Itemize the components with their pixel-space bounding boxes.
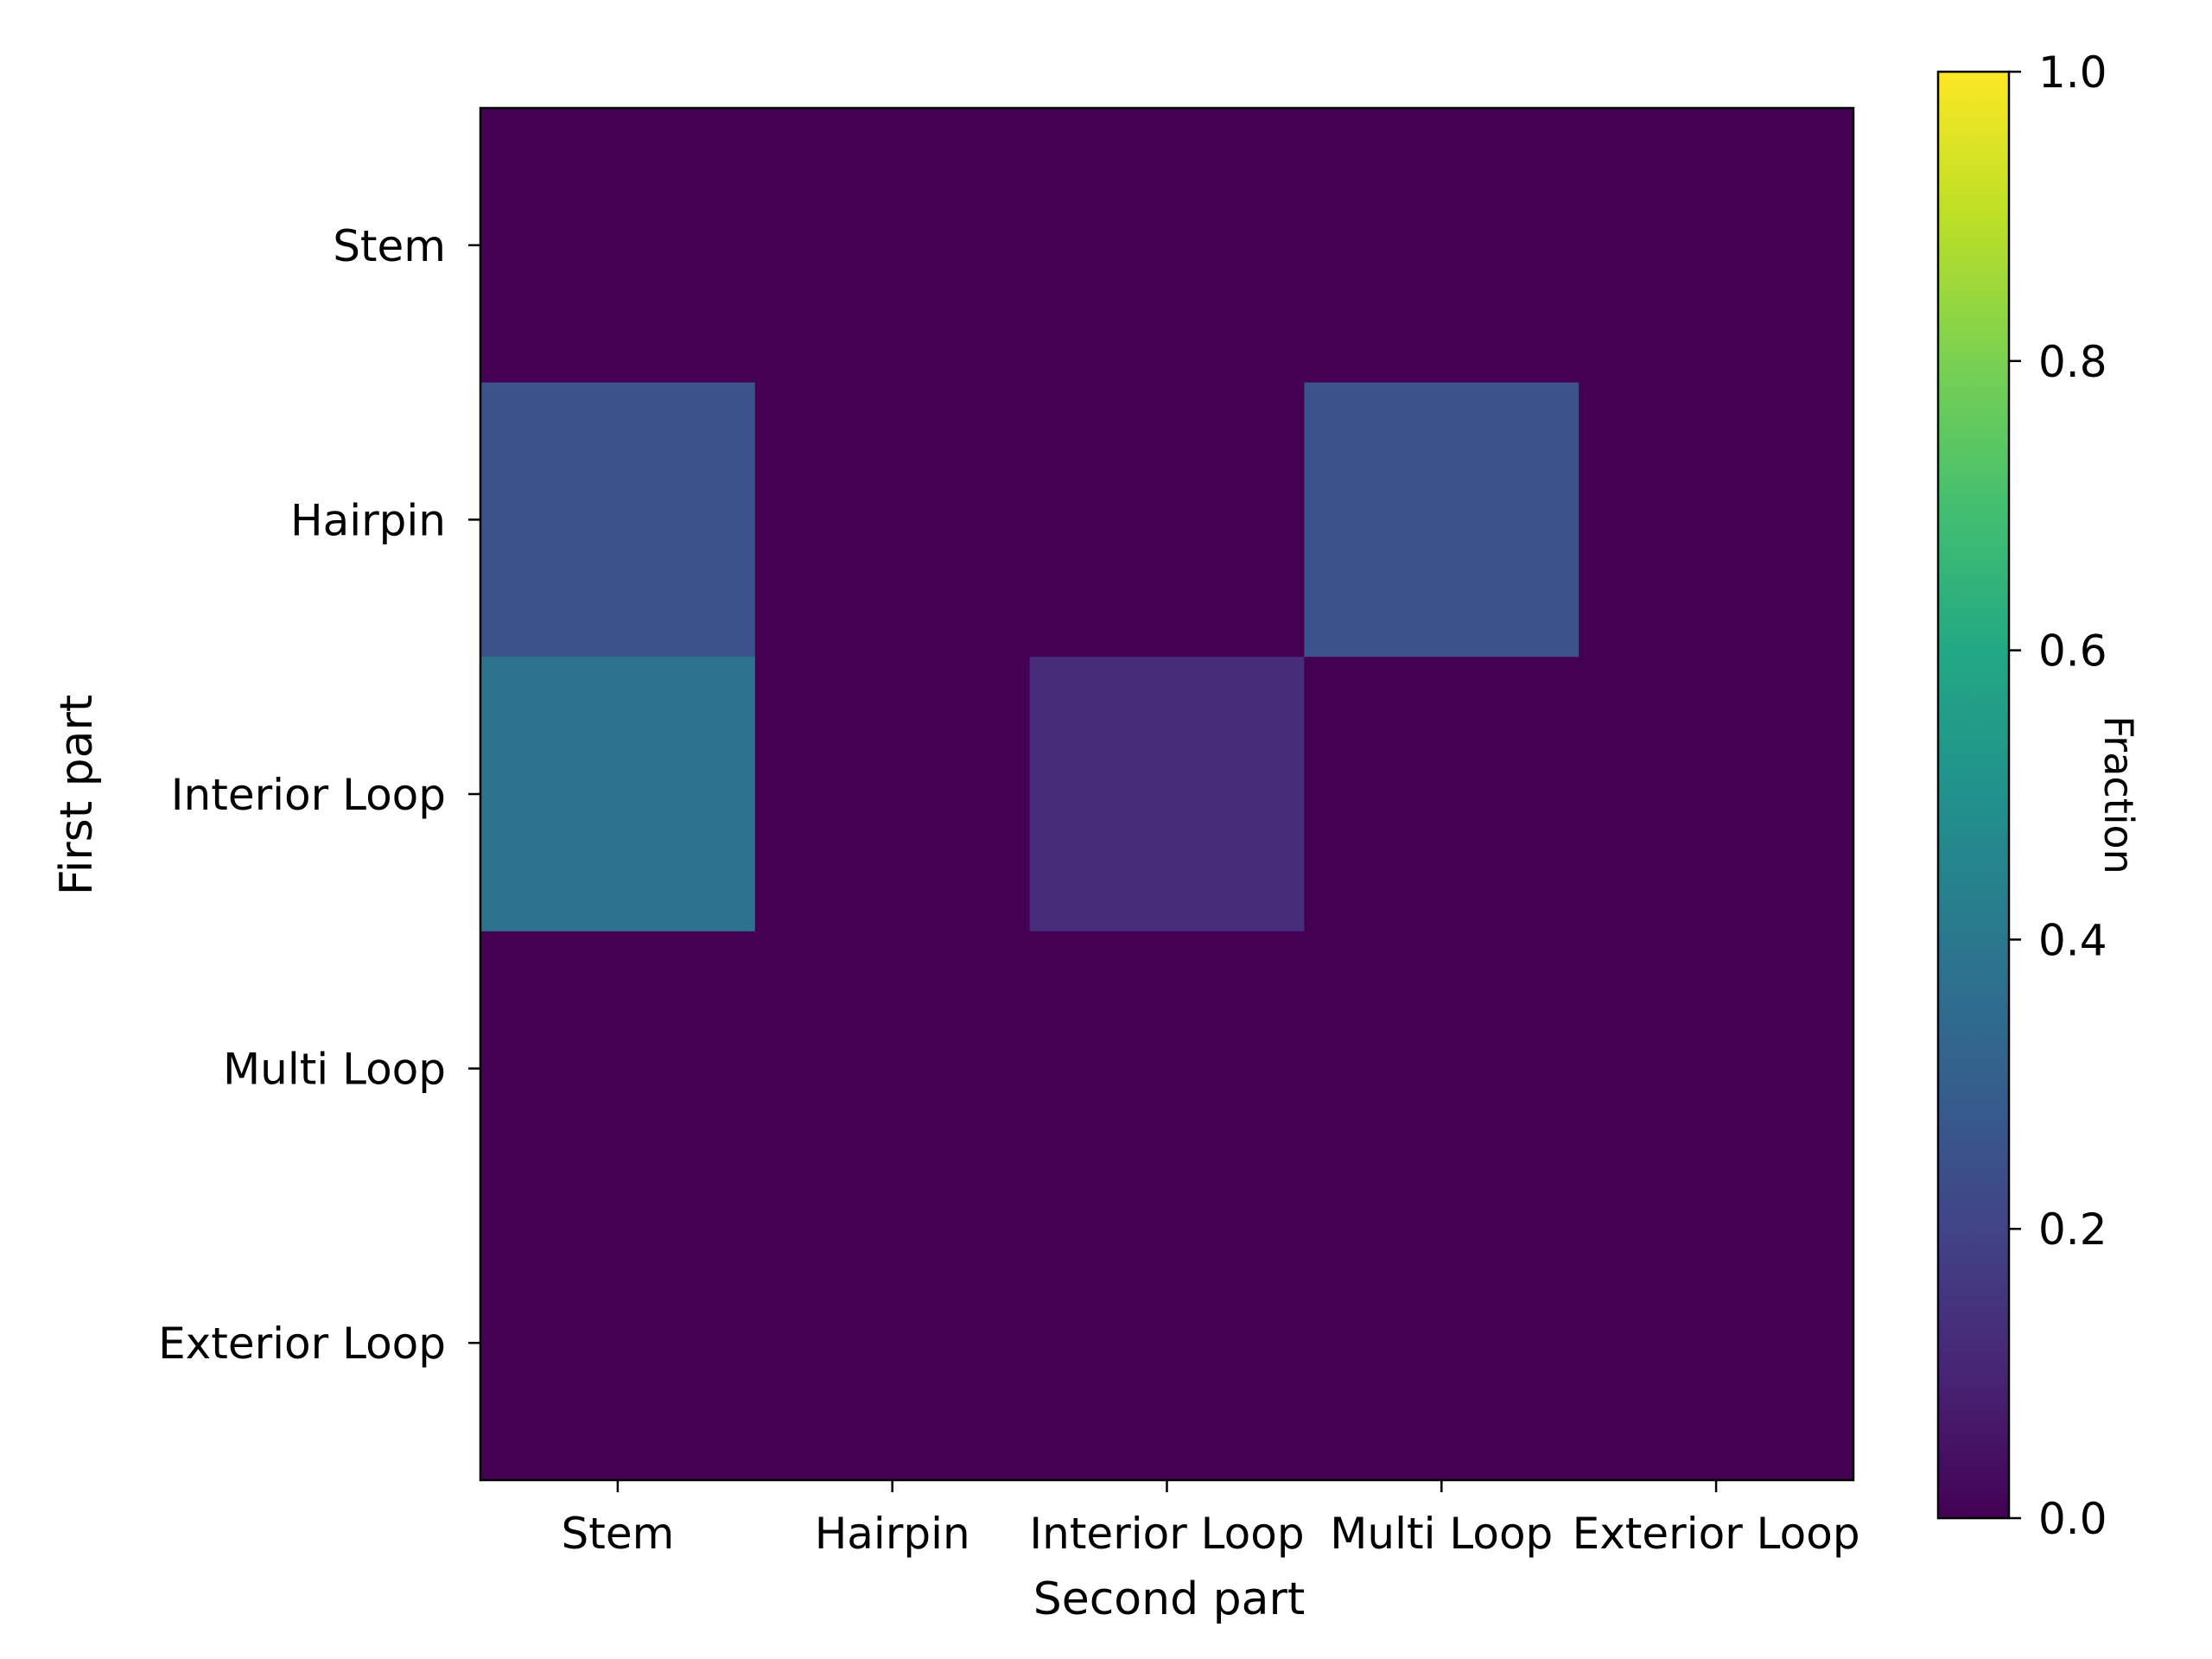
y-tick-label-4: Exterior Loop — [158, 1319, 446, 1369]
heatmap-cell-3-2 — [1029, 931, 1305, 1206]
heatmap-cell-4-2 — [1029, 1205, 1305, 1481]
x-tick-label-2: Interior Loop — [1029, 1509, 1304, 1559]
x-tick-label-1: Hairpin — [815, 1509, 970, 1559]
heatmap-cell-4-1 — [754, 1205, 1031, 1481]
heatmap-cell-1-0 — [480, 382, 756, 658]
heatmap-cell-2-0 — [480, 657, 756, 932]
heatmap-cell-4-4 — [1579, 1205, 1854, 1481]
heatmap-cell-4-3 — [1304, 1205, 1580, 1481]
colorbar-tick-label-5: 1.0 — [2038, 48, 2107, 98]
x-tick-label-4: Exterior Loop — [1573, 1509, 1860, 1559]
heatmap-cell-3-1 — [754, 931, 1031, 1206]
heatmap-cell-2-4 — [1579, 657, 1854, 932]
heatmap-cell-1-4 — [1579, 382, 1854, 658]
y-axis: Stem Hairpin Interior Loop Multi Loop Exteri… — [158, 221, 480, 1369]
colorbar-tick-label-3: 0.6 — [2038, 626, 2107, 677]
y-tick-label-3: Multi Loop — [223, 1045, 446, 1095]
colorbar-label: Fraction — [2095, 715, 2142, 874]
colorbar-tick-label-1: 0.2 — [2038, 1205, 2107, 1255]
heatmap-cell-0-1 — [754, 108, 1031, 384]
heatmap-cell-0-4 — [1579, 108, 1854, 384]
heatmap-cell-4-0 — [480, 1205, 756, 1481]
colorbar-tick-label-4: 0.8 — [2038, 337, 2107, 387]
x-axis: Stem Hairpin Interior Loop Multi Loop Exteri… — [561, 1480, 1860, 1559]
x-axis-label: Second part — [1033, 1573, 1306, 1625]
heatmap-cell-3-0 — [480, 931, 756, 1206]
heatmap-cell-0-2 — [1029, 108, 1305, 384]
heatmap-cell-2-2 — [1029, 657, 1305, 932]
heatmap-cell-3-3 — [1304, 931, 1580, 1206]
colorbar-tick-label-2: 0.4 — [2038, 915, 2107, 965]
colorbar-tick-label-0: 0.0 — [2038, 1494, 2107, 1544]
y-tick-label-2: Interior Loop — [171, 770, 446, 820]
x-tick-label-3: Multi Loop — [1330, 1509, 1553, 1559]
y-axis-label: First part — [51, 695, 103, 896]
x-tick-label-0: Stem — [561, 1509, 674, 1559]
colorbar: 0.0 0.2 0.4 0.6 0.8 1.0 — [1936, 48, 2107, 1544]
heatmap-cell-1-3 — [1304, 382, 1580, 658]
heatmap-cell-1-1 — [754, 382, 1031, 658]
heatmap-cell-3-4 — [1579, 931, 1854, 1206]
y-tick-label-0: Stem — [333, 221, 446, 271]
heatmap-cell-1-2 — [1029, 382, 1305, 658]
heatmap-cell-2-1 — [754, 657, 1031, 932]
heatmap-cell-0-3 — [1304, 108, 1580, 384]
heatmap-cell-0-0 — [480, 108, 756, 384]
plot-area — [479, 106, 1855, 1482]
y-tick-label-1: Hairpin — [290, 495, 446, 545]
colorbar-gradient — [1936, 70, 2011, 1520]
heatmap-cell-2-3 — [1304, 657, 1580, 932]
